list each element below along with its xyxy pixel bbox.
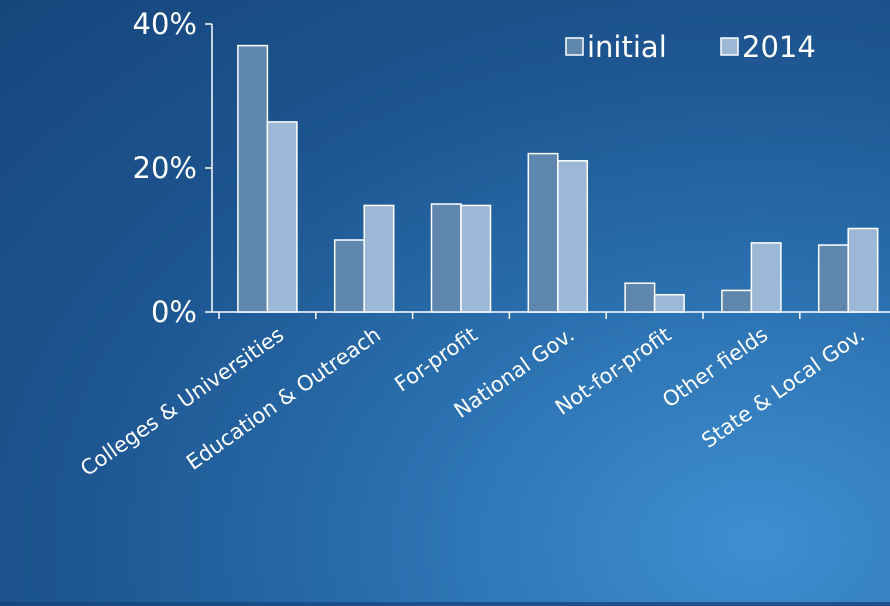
bar-2014 <box>653 293 685 313</box>
y-tick-label: 20% <box>133 151 197 185</box>
y-tick-label: 40% <box>133 7 197 41</box>
bar-2014 <box>750 242 782 313</box>
bar-initial <box>624 282 656 313</box>
legend-label-initial: initial <box>587 30 667 64</box>
legend-swatch-initial <box>565 37 584 56</box>
y-tick-label: 0% <box>151 295 197 329</box>
bar-initial <box>527 152 559 313</box>
bar-2014 <box>460 204 492 313</box>
bar-2014 <box>557 160 589 313</box>
bar-2014 <box>363 204 395 313</box>
category-label: State & Local Gov. <box>697 322 869 452</box>
category-label: For-profit <box>390 322 481 396</box>
bar-initial <box>333 239 365 313</box>
bar-initial <box>817 244 849 313</box>
bar-2014 <box>847 227 879 313</box>
legend-swatch-2014 <box>720 37 739 56</box>
bar-2014 <box>266 121 298 313</box>
bar-initial <box>430 203 462 313</box>
bar-initial <box>721 289 753 313</box>
legend-label-2014: 2014 <box>742 30 816 64</box>
bar-initial <box>237 44 269 313</box>
